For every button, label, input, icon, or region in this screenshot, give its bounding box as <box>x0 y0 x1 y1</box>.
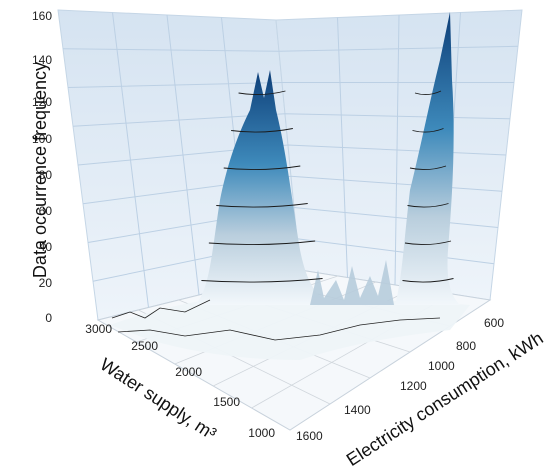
contour-line <box>238 90 286 96</box>
z-axis-ticks: 0 20 40 60 80 100 120 140 160 <box>32 9 52 325</box>
wall-gridline <box>112 12 149 308</box>
z-tick: 100 <box>32 132 52 146</box>
peak-left <box>195 70 330 305</box>
water-tick: 2500 <box>131 339 158 353</box>
right-back-wall <box>275 9 523 301</box>
contour-line <box>407 203 449 208</box>
contour-line <box>231 128 293 133</box>
floor-noise-surface <box>110 295 470 360</box>
noise-ridges <box>310 260 394 305</box>
electricity-tick: 1200 <box>400 379 427 393</box>
electricity-axis-ticks: 600 800 1000 1200 1400 1600 <box>296 316 504 443</box>
z-tick: 80 <box>39 168 53 182</box>
floor-contour-line <box>111 299 441 341</box>
z-tick: 0 <box>45 311 52 325</box>
water-tick: 1500 <box>213 395 240 409</box>
water-tick: 3000 <box>85 322 112 336</box>
contour-line <box>412 128 444 133</box>
water-axis-ticks: 3000 2500 2000 1500 1000 <box>85 322 275 440</box>
z-tick: 140 <box>32 53 52 67</box>
z-tick: 60 <box>39 204 53 218</box>
peak-right <box>395 12 460 305</box>
water-tick: 2000 <box>175 365 202 379</box>
wall-gridline <box>166 14 200 296</box>
electricity-tick: 1600 <box>296 429 323 443</box>
z-axis-title: Data occurrence frequency <box>30 62 50 278</box>
wall-gridline <box>337 17 348 278</box>
contour-line <box>402 278 454 283</box>
wall-gridline <box>394 14 400 286</box>
surface <box>110 12 470 360</box>
electricity-tick: 1000 <box>428 359 455 373</box>
contour-line <box>404 240 452 246</box>
water-tick: 1000 <box>248 426 275 440</box>
wall-gridline <box>62 45 519 52</box>
electricity-tick: 600 <box>484 316 504 330</box>
contour-line <box>223 165 301 171</box>
z-tick: 40 <box>39 240 53 254</box>
electricity-tick: 1400 <box>344 403 371 417</box>
contour-line <box>201 278 323 283</box>
contour-line <box>216 203 308 208</box>
z-tick: 160 <box>32 9 52 23</box>
electricity-tick: 800 <box>456 339 476 353</box>
contour-line <box>208 240 316 246</box>
contour-line <box>414 90 442 96</box>
z-tick: 120 <box>32 95 52 109</box>
contour-line <box>409 165 447 171</box>
z-tick: 20 <box>39 276 53 290</box>
contour-lines <box>201 90 454 283</box>
